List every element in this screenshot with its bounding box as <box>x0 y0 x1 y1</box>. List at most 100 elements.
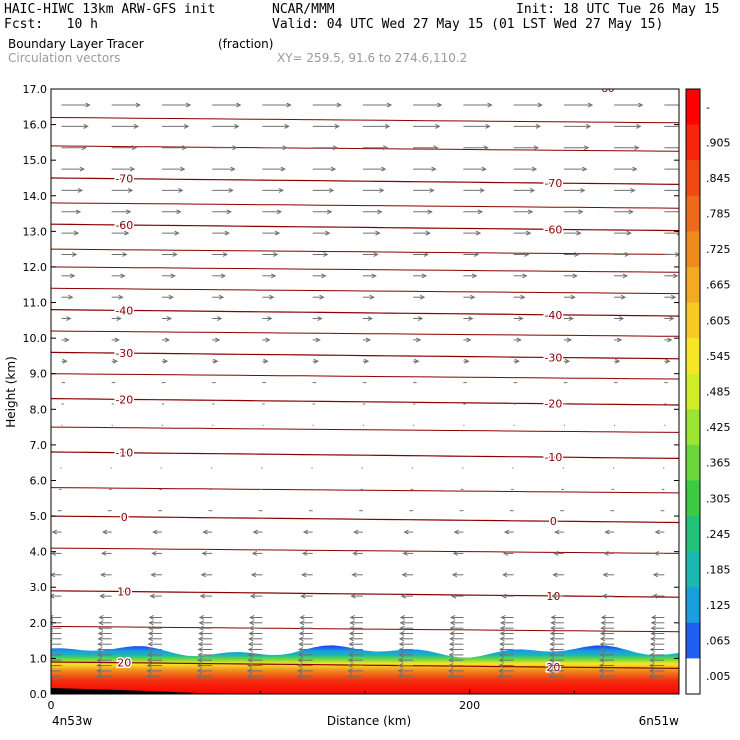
y-tick-label: 9.0 <box>30 368 48 381</box>
vector-arrowhead <box>649 652 655 658</box>
vector-arrowhead <box>481 166 487 172</box>
vector-arrowhead <box>79 166 85 172</box>
colorbar-label: .185 <box>706 563 731 576</box>
vector-arrowhead <box>535 123 541 129</box>
vector-arrowhead <box>148 625 154 631</box>
vector-arrowhead <box>112 358 118 364</box>
vector-arrowhead <box>249 593 256 599</box>
temperature-contour <box>51 547 679 554</box>
vector-arrowhead <box>224 230 230 236</box>
temperature-contour <box>51 117 679 124</box>
y-tick-label: 2.0 <box>30 617 48 630</box>
vector-arrowhead <box>319 294 325 300</box>
vector-arrowhead <box>301 550 308 556</box>
vector-arrowhead <box>247 652 253 658</box>
vector-arrowhead <box>317 316 323 321</box>
vector-arrowhead <box>503 529 510 535</box>
vector-arrowhead <box>365 337 372 343</box>
vector-arrowhead <box>628 209 634 215</box>
vector-arrowhead <box>449 620 456 626</box>
vector-arrowhead <box>497 673 504 679</box>
vector-arrowhead <box>373 252 379 257</box>
vector-arrowhead <box>286 102 292 108</box>
vectors-label: Circulation vectors <box>8 51 121 65</box>
vector-arrowhead <box>321 273 327 279</box>
temperature-contour <box>51 202 679 209</box>
vector-arrowhead <box>650 625 656 631</box>
vector-arrowhead <box>678 209 679 214</box>
vector-arrowhead <box>377 209 383 215</box>
vector-arrowhead <box>479 187 485 193</box>
vector-arrowhead <box>271 273 277 279</box>
vector-arrowhead <box>300 593 306 599</box>
vector-arrowhead <box>403 529 409 535</box>
temperature-contour <box>51 330 679 337</box>
vector-arrowhead <box>620 294 627 300</box>
colorbar-label: .845 <box>706 172 731 185</box>
vector-arrowhead <box>170 273 176 279</box>
contour-label: 0 <box>550 515 557 528</box>
vector-arrowhead <box>263 358 269 364</box>
vector-arrowhead <box>600 625 606 631</box>
colorbar-swatch <box>686 338 700 375</box>
vector-arrowhead <box>83 123 89 129</box>
vector-arrowhead <box>201 550 207 556</box>
vector-arrowhead <box>97 631 103 636</box>
temperature-contour <box>51 451 679 459</box>
vector-arrowhead <box>554 529 560 535</box>
boundary-layer-fill <box>51 645 679 694</box>
vector-arrowhead <box>222 252 229 257</box>
vector-arrowhead <box>549 631 556 636</box>
y-tick-label: 13.0 <box>23 225 48 238</box>
vector-arrowhead <box>630 187 636 193</box>
vector-arrowhead <box>185 102 192 108</box>
vector-arrowhead <box>166 316 173 321</box>
vector-arrowhead <box>248 625 254 631</box>
colorbar-swatch <box>686 373 700 410</box>
temperature-contour <box>51 373 679 380</box>
vector-arrowhead <box>96 652 103 658</box>
vector-arrowhead <box>313 358 319 364</box>
vector-arrowhead <box>348 641 354 647</box>
colorbar-swatch <box>686 622 700 659</box>
vector-arrowhead <box>669 316 675 321</box>
colorbar-swatch <box>686 160 700 197</box>
vector-arrowhead <box>423 252 429 257</box>
vector-arrowhead <box>450 593 457 599</box>
vector-arrowhead <box>431 166 437 172</box>
vector-arrowhead <box>135 102 141 108</box>
contour-label: -30 <box>544 352 562 365</box>
vector-arrowhead <box>198 625 204 631</box>
vector-arrowhead <box>626 230 632 236</box>
vector-arrowhead <box>299 620 305 626</box>
y-tick-label: 7.0 <box>30 439 48 452</box>
vector-arrowhead <box>172 252 178 257</box>
vector-arrowhead <box>218 294 225 300</box>
vector-arrowhead <box>533 145 540 151</box>
contour-label: 10 <box>117 586 131 599</box>
vector-arrowhead <box>267 316 273 321</box>
contour-label: 0 <box>121 511 128 524</box>
vector-arrowhead <box>347 657 354 663</box>
vector-arrowhead <box>401 572 407 578</box>
vector-arrowhead <box>624 252 630 257</box>
vector-arrowhead <box>147 636 153 642</box>
temperature-contour <box>51 590 679 598</box>
vector-arrowhead <box>475 230 482 236</box>
vector-arrowhead <box>232 145 238 151</box>
vector-arrowhead <box>336 102 342 108</box>
vector-arrowhead <box>466 337 472 343</box>
vector-arrowhead <box>73 230 80 236</box>
vector-arrowhead <box>447 668 454 674</box>
vector-arrowhead <box>527 209 534 215</box>
vector-arrowhead <box>600 620 606 626</box>
y-tick-label: 3.0 <box>30 581 48 594</box>
vector-arrowhead <box>419 294 426 300</box>
colorbar-label: - <box>706 101 710 114</box>
vector-arrowhead <box>599 652 605 658</box>
vector-arrowhead <box>648 663 655 668</box>
contour-label: -60 <box>115 219 133 232</box>
vector-arrowhead <box>349 620 355 626</box>
vector-arrowhead <box>549 636 555 642</box>
vector-arrowhead <box>198 615 205 620</box>
